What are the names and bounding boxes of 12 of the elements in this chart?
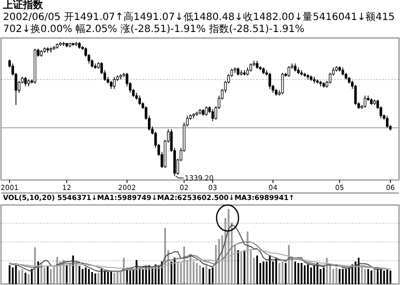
candlestick: [288, 66, 290, 78]
candlestick: [138, 95, 141, 106]
candlestick: [205, 106, 208, 116]
candlestick: [354, 84, 357, 106]
candlestick: [268, 72, 272, 90]
candlestick: [211, 108, 214, 122]
candlestick: [281, 72, 284, 95]
chart-subtitle: 2002/06/05 开1491.07↑高1491.07↓低1480.48↓收1482.00↓量5416041↓额415702↓换0.00% 幅2.05% 涨(-28.51)-1.91% 指数(-28.51)-1.91%: [2, 12, 396, 36]
candlestick: [364, 95, 366, 108]
candlestick: [113, 76, 116, 90]
candlestick: [386, 115, 389, 128]
candlestick: [24, 76, 27, 87]
